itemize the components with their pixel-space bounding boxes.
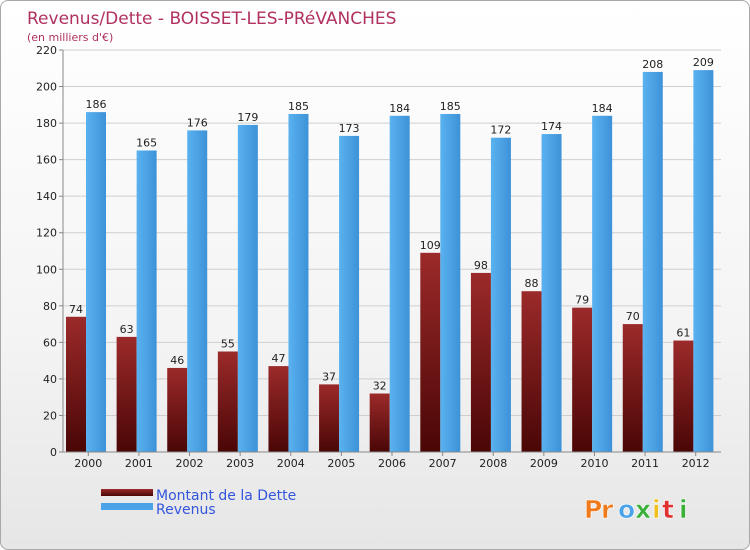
- x-axis-ticks: 2000 2001 2002 2003 2004 2005 2006 2007 2008 2009…: [74, 452, 710, 470]
- y-tick-label: 140: [36, 190, 57, 203]
- y-tick-label: 220: [36, 44, 57, 57]
- y-tick-label: 180: [36, 117, 57, 130]
- bar-debt: [470, 272, 491, 452]
- logo-letter: r: [601, 495, 614, 524]
- y-tick-label: 20: [43, 409, 57, 422]
- value-label-debt: 74: [69, 303, 83, 316]
- y-tick-label: 60: [43, 336, 57, 349]
- x-tick-label: 2012: [682, 457, 710, 470]
- bar-revenus: [86, 112, 106, 453]
- value-label-revenus: 176: [187, 116, 208, 129]
- value-label-debt: 88: [525, 277, 539, 290]
- bar-debt: [521, 291, 542, 452]
- legend-label-debt: Montant de la Dette: [156, 488, 296, 504]
- y-tick-label: 120: [36, 227, 57, 240]
- x-tick-label: 2009: [530, 457, 558, 470]
- bar-revenus: [389, 115, 410, 453]
- x-tick-label: 2011: [631, 457, 659, 470]
- x-tick-label: 2008: [479, 457, 507, 470]
- bar-debt: [116, 336, 137, 452]
- bar-debt: [268, 366, 289, 452]
- y-axis-ticks: 0 20 40 60 80 100 120 140 160 180 200 220: [36, 44, 63, 459]
- value-label-revenus: 208: [642, 58, 663, 71]
- value-label-debt: 63: [120, 323, 134, 336]
- legend-label-revenus: Revenus: [156, 502, 216, 518]
- value-label-debt: 79: [575, 294, 589, 307]
- bar-revenus: [339, 135, 360, 452]
- y-tick-label: 0: [50, 446, 57, 459]
- bar-debt: [66, 316, 86, 452]
- chart-title: Revenus/Dette - BOISSET-LES-PRéVANCHES: [27, 9, 396, 29]
- value-label-revenus: 173: [339, 122, 360, 135]
- value-label-debt: 109: [420, 239, 441, 252]
- value-label-revenus: 172: [490, 124, 511, 137]
- y-tick-label: 200: [36, 81, 57, 94]
- legend-swatch-revenus: [101, 503, 153, 510]
- logo-letter: x: [635, 495, 651, 524]
- value-label-revenus: 165: [136, 137, 157, 150]
- logo-letter: o: [618, 495, 635, 524]
- bar-revenus: [490, 137, 511, 452]
- value-label-debt: 47: [271, 352, 285, 365]
- value-label-revenus: 209: [693, 56, 714, 69]
- bar-revenus: [592, 115, 613, 453]
- bar-revenus: [642, 71, 663, 452]
- legend-swatch-debt: [101, 489, 153, 496]
- bar-revenus: [237, 124, 258, 452]
- x-tick-label: 2005: [327, 457, 355, 470]
- value-label-debt: 61: [676, 327, 690, 340]
- y-tick-label: 40: [43, 373, 57, 386]
- x-tick-label: 2003: [226, 457, 254, 470]
- x-tick-label: 2001: [125, 457, 153, 470]
- bar-debt: [420, 252, 441, 452]
- value-label-revenus: 179: [237, 111, 258, 124]
- bar-debt: [673, 340, 694, 452]
- y-tick-label: 100: [36, 263, 57, 276]
- value-label-revenus: 184: [592, 102, 613, 115]
- logo-letter: i: [652, 495, 661, 524]
- bar-revenus: [440, 113, 461, 453]
- bar-revenus: [288, 113, 309, 453]
- value-label-revenus: 184: [389, 102, 410, 115]
- logo-letter: P: [584, 495, 602, 524]
- value-label-debt: 32: [373, 380, 387, 393]
- bar-revenus: [541, 134, 562, 452]
- bars: 74 186 63 165 46 176 55 179 47 185 37 173 32 184 109 18…: [66, 56, 714, 453]
- x-tick-label: 2004: [277, 457, 305, 470]
- value-label-debt: 37: [322, 370, 336, 383]
- value-label-revenus: 186: [86, 98, 107, 111]
- x-tick-label: 2006: [378, 457, 406, 470]
- value-label-debt: 98: [474, 259, 488, 272]
- legend: Montant de la Dette Revenus: [101, 488, 296, 518]
- x-tick-label: 2002: [176, 457, 204, 470]
- bar-debt: [572, 307, 593, 452]
- value-label-debt: 55: [221, 338, 235, 351]
- x-tick-label: 2007: [429, 457, 457, 470]
- bar-debt: [217, 351, 238, 452]
- value-label-revenus: 185: [288, 100, 309, 113]
- logo-letter: t: [662, 495, 674, 524]
- bar-revenus: [136, 150, 157, 452]
- x-tick-label: 2010: [580, 457, 608, 470]
- y-tick-label: 80: [43, 300, 57, 313]
- value-label-debt: 70: [626, 310, 640, 323]
- value-label-debt: 46: [170, 354, 184, 367]
- bar-revenus: [187, 130, 208, 452]
- chart-subtitle: (en milliers d'€): [27, 31, 113, 44]
- y-tick-label: 160: [36, 154, 57, 167]
- bar-debt: [167, 367, 188, 452]
- value-label-revenus: 185: [440, 100, 461, 113]
- x-tick-label: 2000: [74, 457, 102, 470]
- bar-debt: [622, 324, 643, 452]
- bar-revenus: [693, 70, 714, 452]
- bar-debt: [319, 384, 340, 452]
- bar-debt: [369, 393, 390, 452]
- logo-letter: i: [679, 495, 688, 524]
- value-label-revenus: 174: [541, 120, 562, 133]
- proxiti-logo: Pr o x i t i: [584, 495, 688, 525]
